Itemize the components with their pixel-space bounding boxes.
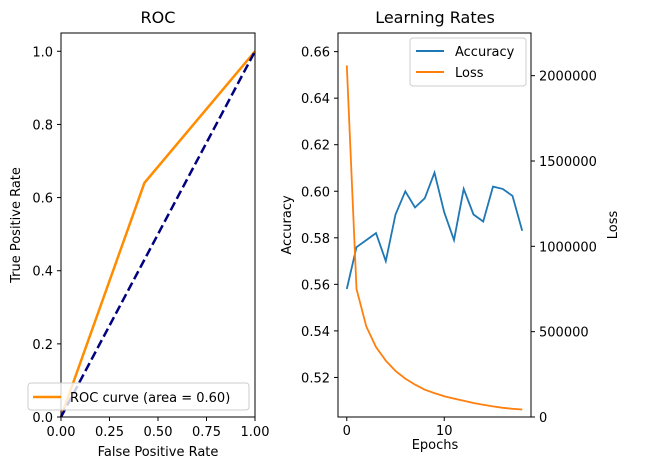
lr-x-ticks: 0 10 <box>343 417 453 439</box>
roc-legend-label: ROC curve (area = 0.60) <box>70 391 230 406</box>
roc-title: ROC <box>141 8 176 27</box>
roc-legend-box <box>27 382 250 411</box>
roc-y-ticks: 0.0 0.2 0.4 0.6 0.8 1.0 <box>32 45 61 426</box>
lr-x-tick-label: 0 <box>343 424 351 439</box>
lr-y-tick-label: 0.58 <box>301 232 330 247</box>
accuracy-line <box>345 169 524 290</box>
lr-y-tick-label: 0.66 <box>301 46 330 61</box>
lr-y-tick-label: 0.60 <box>301 185 330 200</box>
roc-y-tick-label: 0.8 <box>32 118 53 133</box>
roc-x-ticks: 0.00 0.25 0.50 0.75 1.00 <box>47 417 270 440</box>
lr-x-axis-label: Epochs <box>412 438 459 453</box>
roc-y-tick-label: 0.4 <box>32 265 53 280</box>
learning-rates-panel: Learning Rates 0 10 0.520.540.560.580.600… <box>280 8 621 453</box>
roc-x-tick-label: 0.00 <box>47 425 76 440</box>
roc-legend: ROC curve (area = 0.60) <box>27 382 250 411</box>
lr-y-ticks: 0.52 0.54 0.56 0.58 0.60 0.62 0.64 0.66 <box>301 46 338 386</box>
lr-x-tick-label: 10 <box>436 424 453 439</box>
roc-plot-area <box>59 50 257 418</box>
roc-x-tick-label: 0.50 <box>144 425 173 440</box>
lr-plot-area <box>345 65 524 411</box>
lr-y2-tick-label: 0 <box>539 411 547 426</box>
lr-y2-tick-label: 2000000 <box>539 70 597 85</box>
roc-curve-line <box>59 50 256 418</box>
roc-x-tick-label: 0.75 <box>192 425 221 440</box>
loss-line <box>345 65 523 411</box>
lr-title: Learning Rates <box>375 8 495 27</box>
roc-y-axis-label: True Positive Rate <box>9 167 24 284</box>
lr-y-tick-label: 0.64 <box>301 92 330 107</box>
lr-y2-ticks: 0 500000 1000000 1500000 2000000 <box>531 70 597 426</box>
lr-y-tick-label: 0.52 <box>301 371 330 386</box>
roc-axes-frame <box>60 32 256 418</box>
lr-legend: Accuracy Loss <box>409 37 527 87</box>
roc-y-tick-label: 0.6 <box>32 192 53 207</box>
lr-y2-tick-label: 1000000 <box>539 240 597 255</box>
lr-y-tick-label: 0.56 <box>301 278 330 293</box>
lr-y-tick-label: 0.54 <box>301 325 330 340</box>
roc-x-tick-label: 0.25 <box>95 425 124 440</box>
roc-chance-line <box>59 50 257 418</box>
lr-legend-label-loss: Loss <box>455 66 484 81</box>
lr-legend-label-accuracy: Accuracy <box>455 45 515 60</box>
roc-y-tick-label: 1.0 <box>32 45 53 60</box>
roc-x-tick-label: 1.00 <box>241 425 270 440</box>
lr-y2-axis-label: Loss <box>606 211 621 240</box>
lr-y2-tick-label: 1500000 <box>539 155 597 170</box>
roc-y-tick-label: 0.2 <box>32 338 53 353</box>
lr-axes-frame <box>337 32 532 418</box>
lr-y-tick-label: 0.62 <box>301 139 330 154</box>
roc-x-axis-label: False Positive Rate <box>98 445 219 460</box>
lr-y2-tick-label: 500000 <box>539 326 589 341</box>
lr-y-axis-label: Accuracy <box>280 195 295 255</box>
roc-y-tick-label: 0.0 <box>32 411 53 426</box>
roc-panel: ROC 0.00 0.25 0.50 0.75 1.00 0.0 0.2 0.4 0.6 0.8… <box>9 8 269 460</box>
